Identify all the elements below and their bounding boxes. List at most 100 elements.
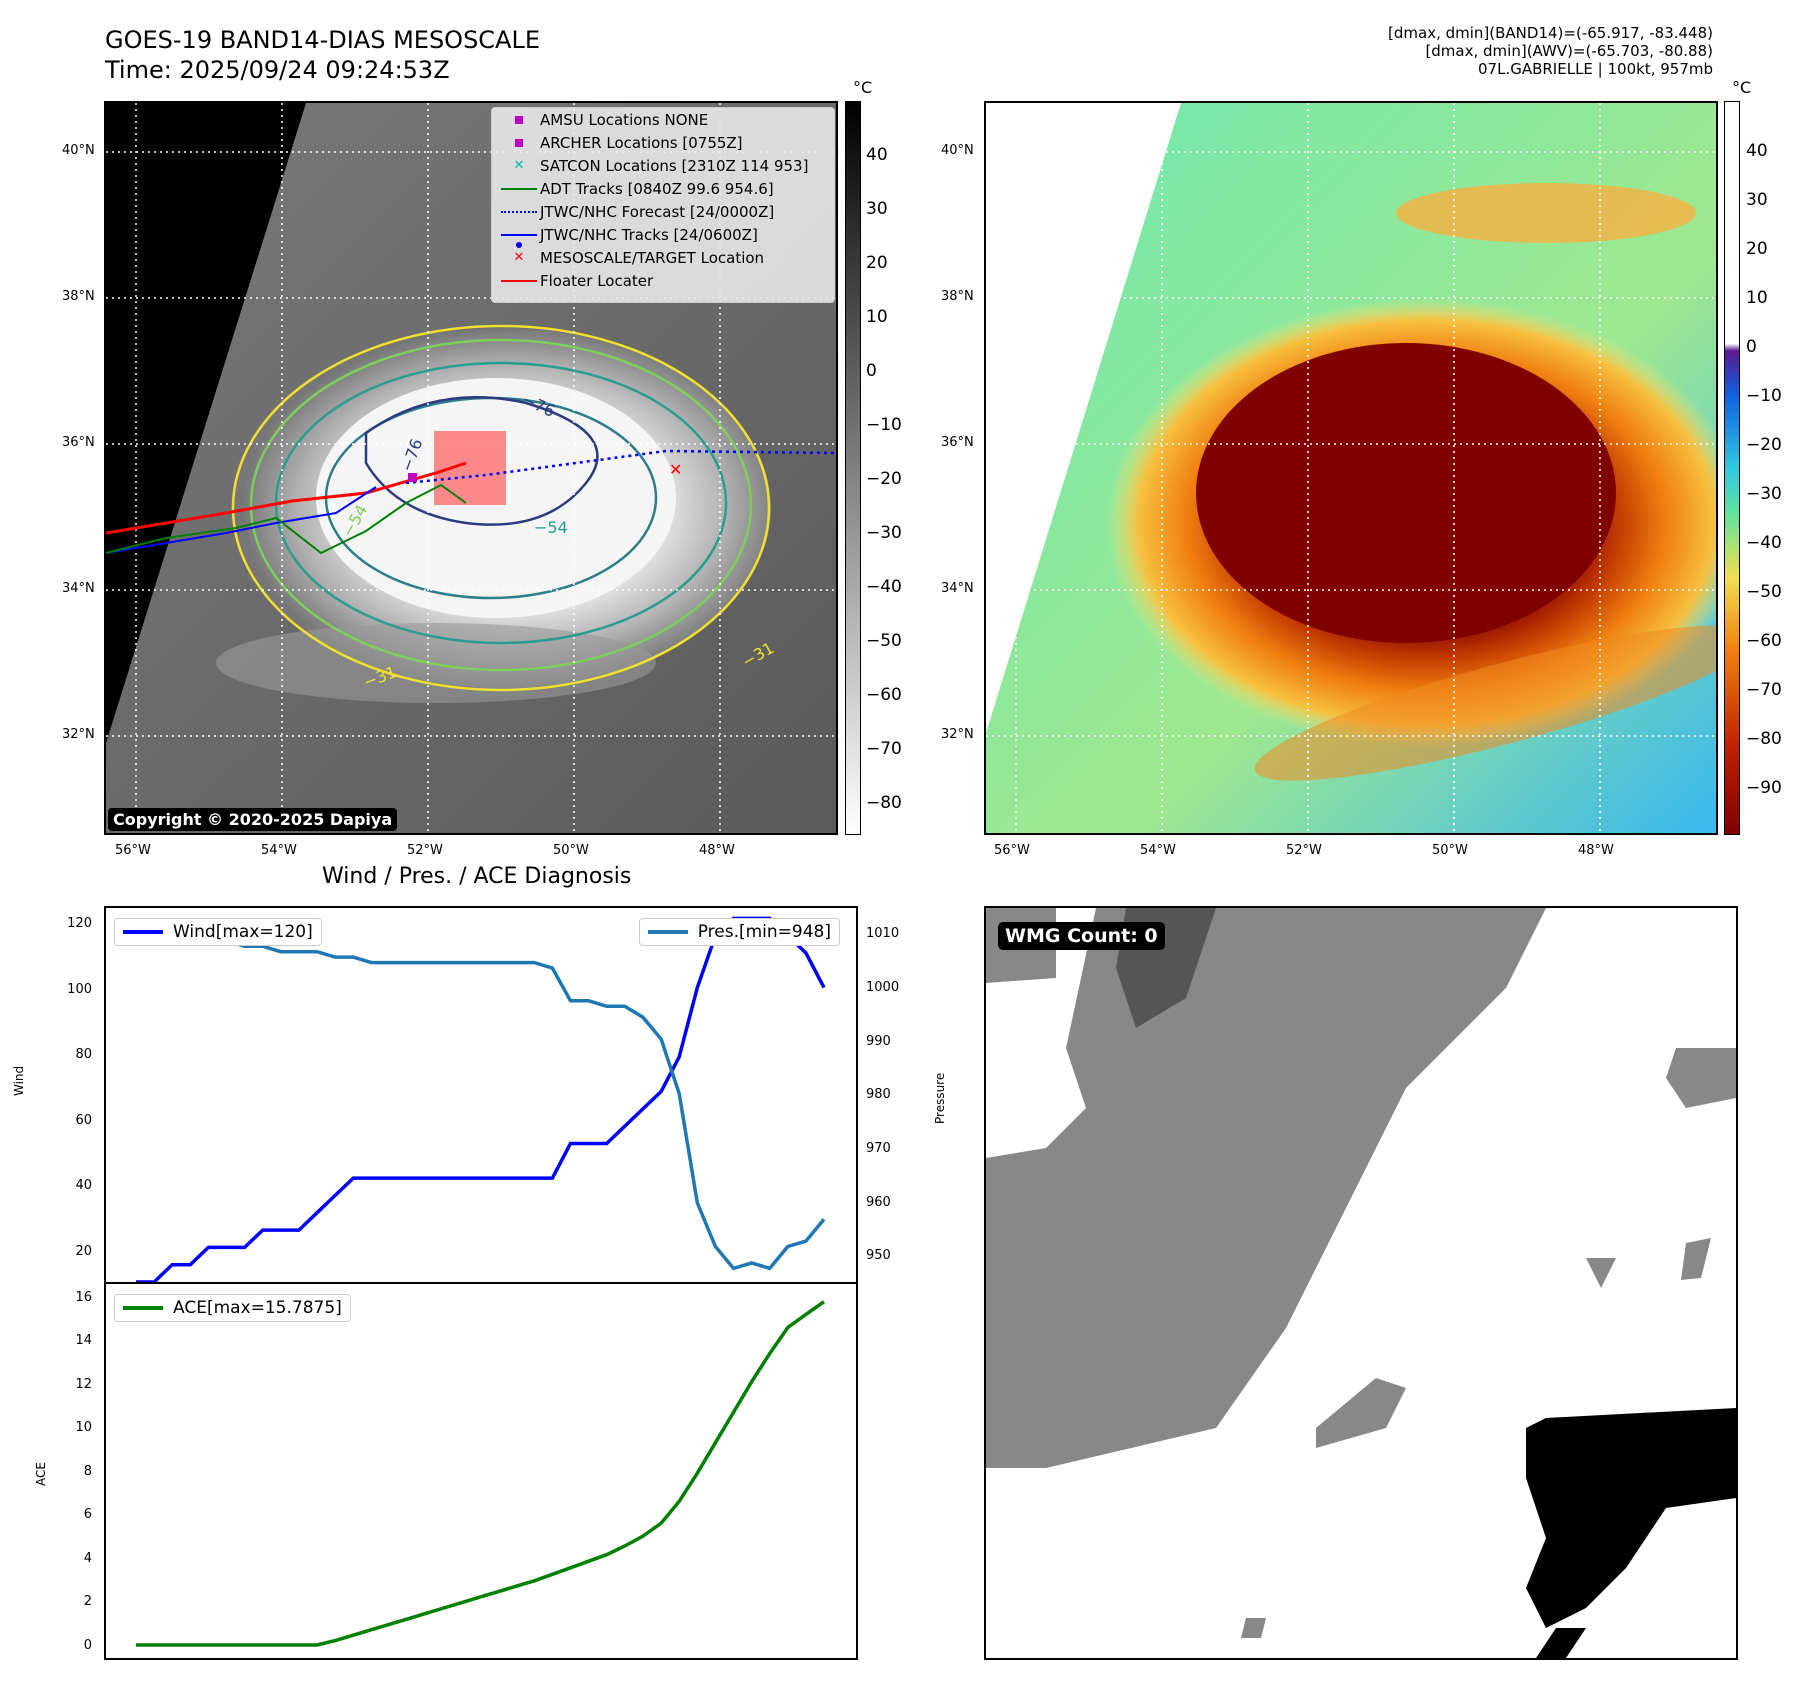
ace-plot [136,1300,826,1647]
ace-tick: 10 [75,1420,92,1435]
awv-colorbar-ticks: 40 30 20 10 0 −10 −20 −30 −40 −50 −60 −7… [1746,141,1796,801]
lon-label: 54°W [261,843,297,858]
lon-label: 52°W [407,843,443,858]
lon-label: 50°W [553,843,589,858]
legend-label: MESOSCALE/TARGET Location [540,248,765,267]
archer-location-marker [408,473,417,482]
colorbar-tick: −50 [866,631,902,651]
ace-tick: 6 [83,1507,92,1522]
mesoscale-target-box [434,431,506,505]
lat-label: 40°N [62,143,95,158]
colorbar-tick: −30 [1746,484,1782,504]
diagnosis-title: Wind / Pres. / ACE Diagnosis [322,864,632,889]
wind-axis-title: Wind [12,1065,26,1096]
square-marker-icon [498,138,540,147]
pressure-tick: 960 [866,1195,891,1210]
legend-label: ARCHER Locations [0755Z] [540,133,743,152]
ace-tick: 8 [83,1464,92,1479]
wind-legend-label: Wind[max=120] [173,922,313,942]
ace-tick: 4 [83,1551,92,1566]
pressure-tick: 970 [866,1141,891,1156]
line-dot-marker-icon [498,233,540,248]
mesoscale-target-marker: ✕ [669,460,682,479]
lon-label: 54°W [1140,843,1176,858]
wind-tick: 40 [75,1178,92,1193]
pressure-tick-labels: 1010 1000 990 980 970 960 950 [866,926,916,1266]
pressure-tick: 1000 [866,980,900,995]
ace-tick-labels: 16 14 12 10 8 6 4 2 0 [52,1290,92,1653]
lat-label: 38°N [62,289,95,304]
colorbar-tick: −40 [866,577,902,597]
colorbar-tick: −90 [1746,778,1782,798]
colorbar-unit: °C [853,78,873,97]
legend-label: JTWC/NHC Forecast [24/0000Z] [540,202,775,221]
colorbar-tick: −40 [1746,533,1782,553]
x-marker-icon: ✕ [513,250,525,265]
pressure-legend-label: Pres.[min=948] [697,922,831,942]
ace-tick: 0 [83,1638,92,1653]
awv-colorbar [1724,101,1740,835]
top-right-header: [dmax, dmin](BAND14)=(-65.917, -83.448) … [1388,24,1713,78]
awv-image [986,103,1716,833]
colorbar-tick: 10 [1746,288,1768,308]
wind-legend-line [123,930,163,934]
band14-colorbar-ticks: 40 30 20 10 0 −10 −20 −30 −40 −50 −60 −7… [866,145,926,825]
colorbar-tick: −20 [866,469,902,489]
legend-item: JTWC/NHC Forecast [24/0000Z] [492,200,834,223]
legend-item: ADT Tracks [0840Z 99.6 954.6] [492,177,834,200]
band14-image-panel: ✕ −76 −76 −54 −31 −31 −54 AMSU Locations… [104,101,838,835]
lon-label: 56°W [115,843,151,858]
wmg-image [986,908,1736,1658]
lat-label: 36°N [62,435,95,450]
colorbar-tick: −10 [1746,386,1782,406]
colorbar-tick: 40 [866,145,888,165]
legend-item: ✕ MESOSCALE/TARGET Location [492,246,834,269]
pressure-tick: 980 [866,1087,891,1102]
legend-item: JTWC/NHC Tracks [24/0600Z] [492,223,834,248]
ace-panel: ACE[max=15.7875] [104,1282,858,1660]
lat-label: 36°N [941,435,974,450]
pressure-tick: 950 [866,1248,891,1263]
floater-locater-track [106,461,467,535]
ace-legend-label: ACE[max=15.7875] [173,1298,342,1318]
colorbar-tick: 0 [1746,337,1757,357]
legend-label: JTWC/NHC Tracks [24/0600Z] [540,225,758,244]
colorbar-tick: 10 [866,307,888,327]
colorbar-tick: 30 [866,199,888,219]
jtwc-nhc-track [106,486,377,554]
series-line-1 [136,928,826,1271]
storm-info: 07L.GABRIELLE | 100kt, 957mb [1478,60,1713,78]
adt-track [106,483,467,555]
lon-label: 50°W [1432,843,1468,858]
dmax-band14: [dmax, dmin](BAND14)=(-65.917, -83.448) [1388,24,1713,42]
lon-label: 52°W [1286,843,1322,858]
colorbar-tick: 40 [1746,141,1768,161]
ace-legend-line [123,1306,163,1310]
lon-label: 56°W [994,843,1030,858]
legend-label: SATCON Locations [2310Z 114 953] [540,156,809,175]
legend-item: ✕ SATCON Locations [2310Z 114 953] [492,154,834,177]
colorbar-tick: −80 [1746,729,1782,749]
wind-tick: 120 [67,916,92,931]
series-line-0 [136,916,826,1282]
pressure-tick: 990 [866,1034,891,1049]
colorbar-tick: 30 [1746,190,1768,210]
lat-label: 34°N [941,581,974,596]
lon-label: 48°W [1578,843,1614,858]
contour-label: −54 [534,518,568,537]
wind-legend: Wind[max=120] [114,918,322,946]
wind-pressure-panel: Wind[max=120] Pres.[min=948] [104,906,858,1284]
wind-tick: 20 [75,1244,92,1259]
pressure-legend-line [647,930,688,934]
band14-colorbar [845,101,861,835]
wind-tick: 60 [75,1113,92,1128]
colorbar-tick: −80 [866,793,902,813]
wind-tick: 100 [67,982,92,997]
colorbar-tick: −20 [1746,435,1782,455]
dmax-awv: [dmax, dmin](AWV)=(-65.703, -80.88) [1425,42,1713,60]
colorbar-tick: −60 [866,685,902,705]
legend-item: ARCHER Locations [0755Z] [492,131,834,154]
top-left-title-line2: Time: 2025/09/24 09:24:53Z [105,56,450,84]
pressure-axis-title: Pressure [933,1072,947,1124]
colorbar-tick: −70 [866,739,902,759]
